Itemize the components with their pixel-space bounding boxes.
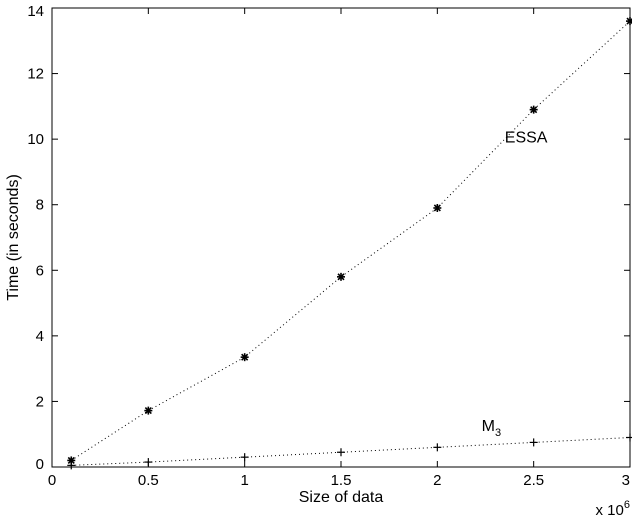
x-tick-label: 0.5 [138,472,159,489]
x-tick-label: 0 [48,472,56,489]
data-point-asterisk [337,272,345,281]
y-tick-label: 6 [36,262,44,279]
data-point-plus [240,453,249,462]
x-tick-label: 2.5 [523,472,544,489]
x-tick-label: 2 [433,472,441,489]
series-layer [67,17,632,470]
data-point-plus [529,438,538,447]
y-tick-label: 12 [27,66,44,83]
data-point-asterisk [433,203,442,212]
series-line-1 [71,436,631,466]
series-line-0 [70,20,631,461]
data-point-asterisk [240,353,249,362]
x-axis-multiplier: x 106 [596,499,630,519]
data-point-asterisk [626,17,632,26]
y-tick-label: 2 [36,393,44,410]
x-tick-label: 1 [240,472,248,489]
data-point-plus [433,443,442,452]
annotation-label: ESSA [505,129,548,146]
data-point-asterisk [529,105,538,114]
x-multiplier-base: x 10 [596,502,624,519]
x-axis-label: Size of data [299,489,384,506]
data-point-plus [337,448,345,457]
y-tick-label: 0 [36,456,44,473]
data-point-asterisk [144,406,153,415]
data-point-plus [626,433,632,442]
data-point-asterisk [67,456,76,465]
x-axis-ticks: 0 0.5 1 1.5 2 2.5 3 [48,8,631,489]
x-multiplier-exponent: 6 [624,499,630,511]
plot-frame [51,7,631,468]
y-axis-ticks: 0 2 4 6 8 10 12 14 [27,3,630,473]
annotation-label: M3 [482,418,501,439]
data-point-plus [144,458,153,467]
y-axis-label: Time (in seconds) [5,174,22,301]
data-point-plus [67,461,76,470]
x-tick-label: 1.5 [331,472,352,489]
x-tick-label: 3 [622,472,630,489]
y-tick-label: 14 [27,3,44,20]
y-tick-label: 10 [27,131,44,148]
annotation-layer: ESSA M3 [482,129,548,439]
y-tick-label: 4 [36,328,44,345]
y-tick-label: 8 [36,197,44,214]
